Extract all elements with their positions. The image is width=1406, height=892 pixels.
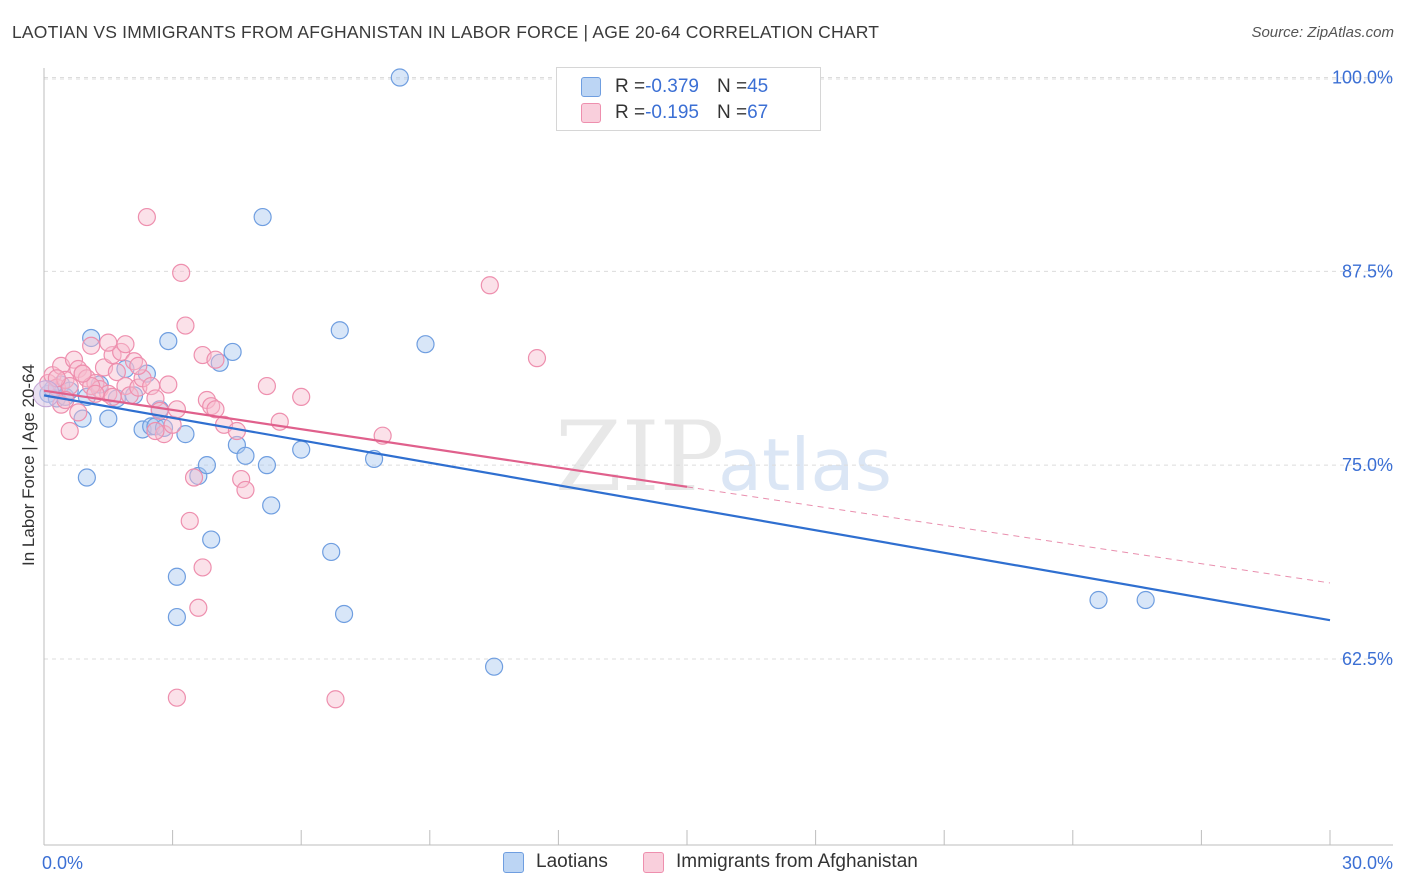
data-point — [69, 403, 88, 422]
y-tick-label: 100.0% — [1332, 68, 1393, 88]
data-point — [202, 530, 221, 549]
data-point — [485, 657, 504, 676]
legend-label-afghanistan: Immigrants from Afghanistan — [676, 851, 918, 872]
r-value: -0.379 — [645, 76, 699, 97]
r-label: R = — [615, 102, 646, 123]
n-label: N = — [716, 76, 748, 97]
data-point — [257, 376, 277, 396]
data-point — [116, 335, 135, 354]
data-point — [330, 321, 349, 340]
watermark-zip: ZIP — [555, 401, 724, 513]
laotians-trend-line — [43, 394, 1331, 622]
data-point — [480, 276, 499, 295]
gridlines — [44, 77, 1393, 660]
blue-swatch — [581, 77, 601, 97]
afghanistan-points — [32, 207, 547, 709]
laotians-points — [39, 68, 1155, 676]
data-point — [257, 456, 277, 475]
data-point — [390, 68, 409, 87]
data-point — [73, 364, 92, 383]
source-credit: Source: ZipAtlas.com — [1251, 24, 1394, 41]
data-point — [236, 480, 255, 500]
legend-label-laotians: Laotians — [536, 851, 608, 872]
data-point — [292, 440, 311, 459]
data-point — [292, 387, 311, 407]
legend-row-laotians: R = -0.379 N = 45 — [581, 74, 768, 100]
data-point — [527, 349, 547, 368]
n-value: 45 — [747, 76, 769, 97]
trend-lines — [43, 389, 1331, 622]
chart-title: LAOTIAN VS IMMIGRANTS FROM AFGHANISTAN I… — [12, 22, 880, 42]
data-point — [1089, 590, 1108, 610]
data-point — [107, 362, 126, 382]
pink-swatch — [581, 103, 601, 123]
series-legend: Laotians Immigrants from Afghanistan — [0, 851, 1406, 879]
afghanistan-trend-line-extension — [686, 486, 1331, 584]
data-point — [167, 688, 186, 707]
data-point — [129, 356, 148, 375]
data-point — [232, 469, 251, 489]
data-point — [99, 409, 118, 428]
data-point — [146, 421, 165, 441]
watermark: ZIP atlas — [555, 401, 892, 513]
y-tick-label: 75.0% — [1342, 455, 1393, 475]
data-point — [262, 496, 281, 515]
n-value: 67 — [747, 102, 769, 123]
data-point — [137, 207, 156, 227]
data-point — [159, 375, 178, 394]
afghanistan-trend-line — [43, 389, 688, 488]
data-point — [167, 607, 186, 627]
data-point — [253, 207, 272, 227]
data-point — [206, 350, 225, 369]
axes — [43, 68, 1393, 846]
data-point — [189, 598, 208, 617]
data-point — [176, 316, 195, 335]
data-point — [184, 468, 204, 487]
data-point — [334, 604, 354, 624]
correlation-legend: R = -0.379 N = 45 R = -0.195 N = 67 — [556, 67, 821, 131]
n-label: N = — [716, 102, 748, 123]
tick-labels: 62.5% 75.0% 87.5% 100.0% 0.0% 30.0% — [42, 68, 1393, 873]
data-point — [1136, 590, 1155, 610]
data-point — [167, 567, 186, 586]
data-point — [180, 511, 199, 531]
legend-item-laotians[interactable]: Laotians — [503, 851, 608, 873]
data-point — [416, 335, 435, 354]
y-tick-label: 87.5% — [1342, 261, 1393, 281]
y-tick-label: 62.5% — [1342, 649, 1393, 669]
afghanistan-swatch — [643, 851, 664, 873]
laotians-swatch — [503, 851, 524, 873]
data-point — [77, 468, 96, 487]
y-axis-label: In Labor Force | Age 20-64 — [19, 364, 38, 566]
legend-row-afghanistan: R = -0.195 N = 67 — [581, 100, 768, 126]
data-point — [322, 542, 341, 562]
r-value: -0.195 — [645, 102, 699, 123]
data-point — [99, 333, 118, 352]
data-point — [60, 421, 79, 441]
data-point — [236, 446, 255, 465]
data-point — [176, 425, 195, 444]
data-point — [206, 400, 225, 419]
data-point — [197, 456, 216, 475]
data-point — [64, 350, 84, 369]
legend-item-afghanistan[interactable]: Immigrants from Afghanistan — [643, 851, 918, 873]
data-point — [223, 342, 242, 362]
data-point — [193, 558, 212, 577]
data-point — [82, 328, 101, 348]
data-point — [82, 336, 101, 355]
data-point — [326, 690, 345, 709]
x-tick-label: 0.0% — [42, 853, 83, 873]
data-point — [172, 263, 191, 282]
x-tick-label: 30.0% — [1342, 853, 1393, 873]
data-point — [159, 331, 178, 351]
r-label: R = — [615, 76, 646, 97]
